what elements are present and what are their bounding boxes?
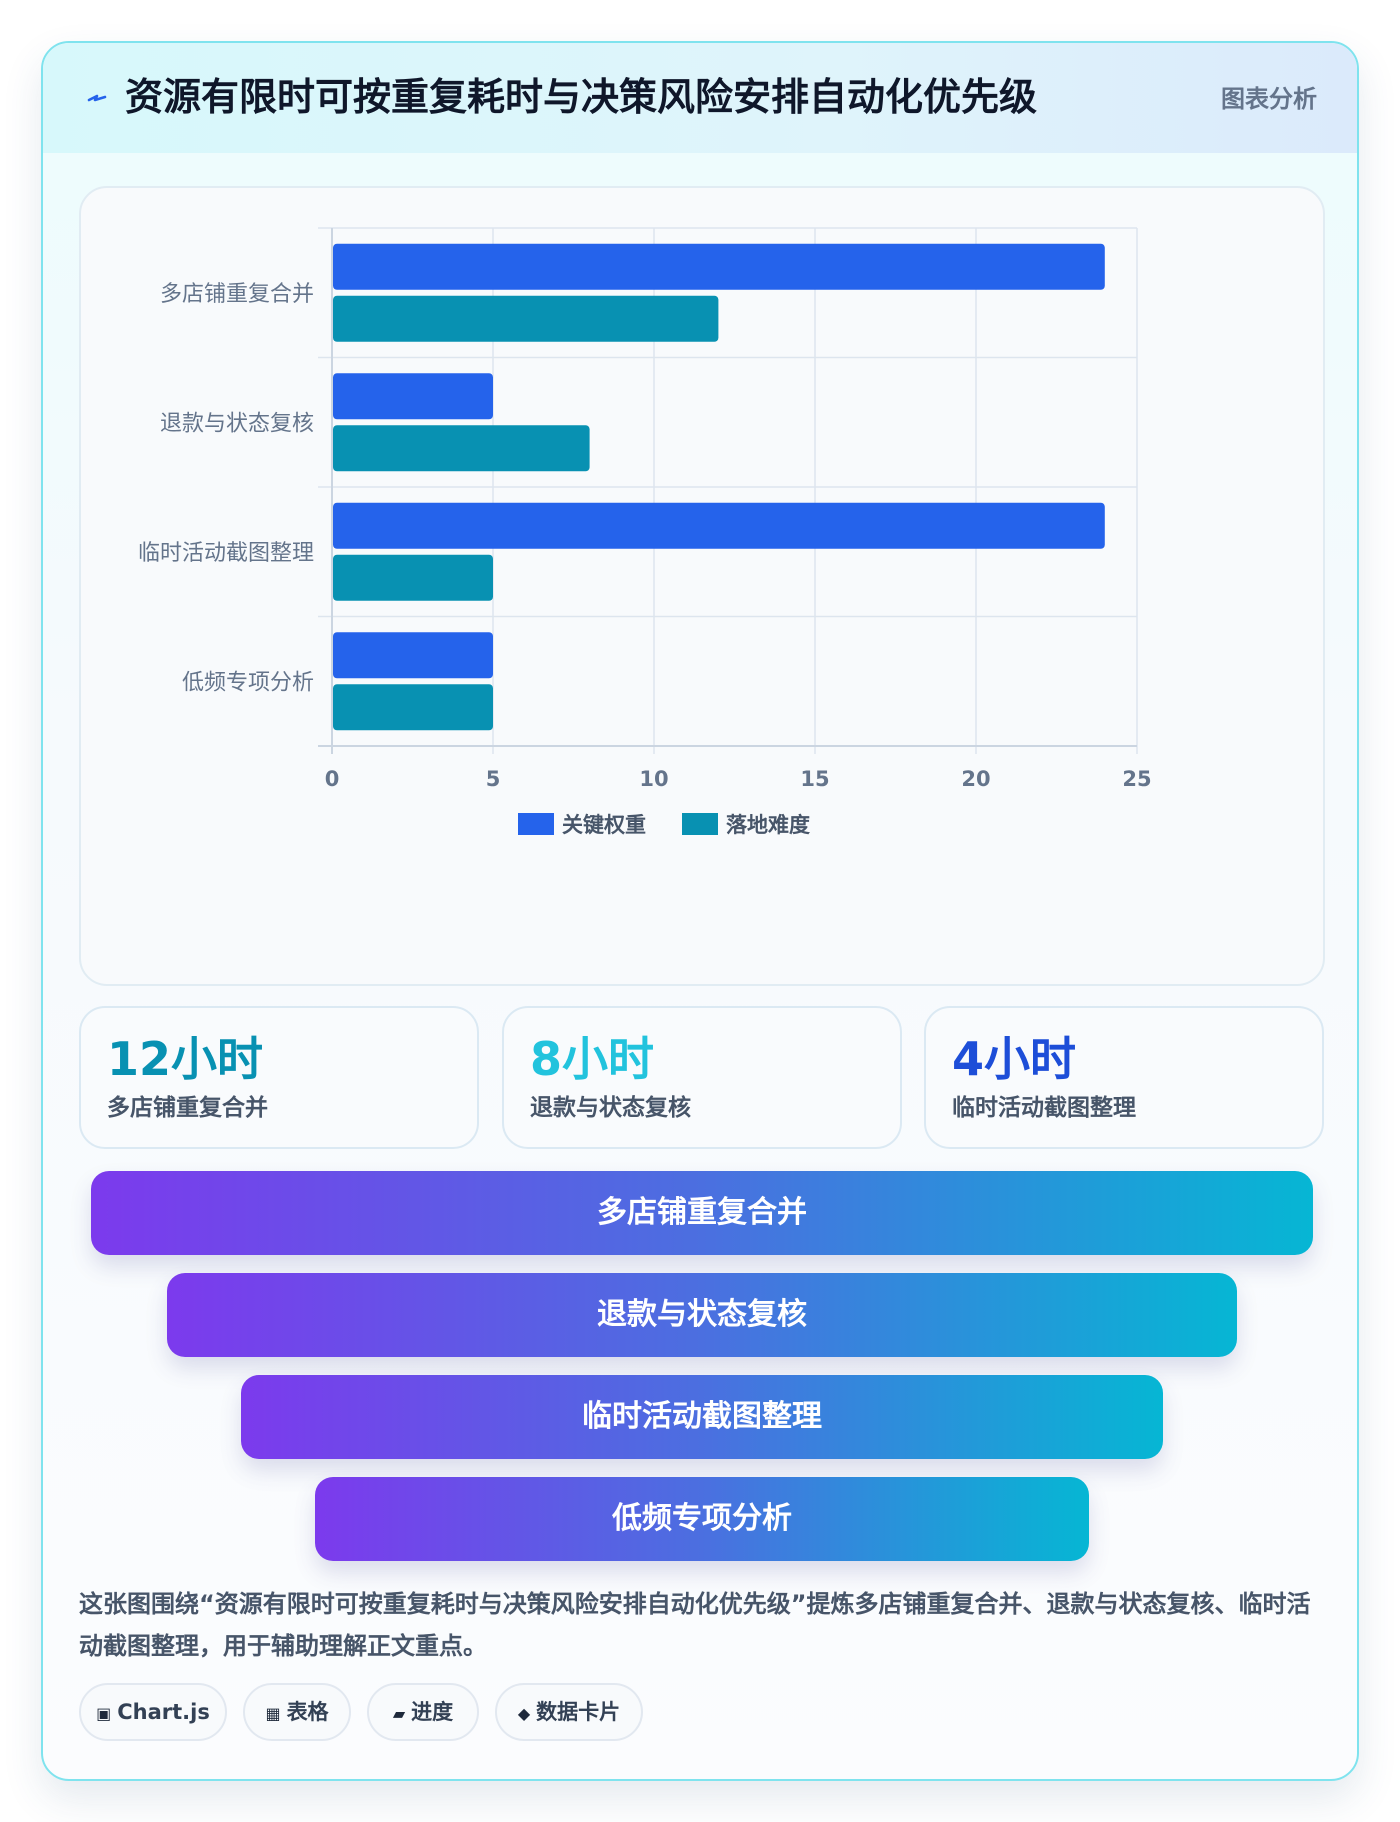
bar	[333, 554, 493, 601]
stat-label: 退款与状态复核	[530, 1095, 691, 1121]
bar	[333, 295, 719, 342]
bar	[333, 425, 590, 472]
diamond-icon: ◆	[517, 1704, 531, 1723]
legend-swatch	[682, 813, 718, 835]
card-header: 资源有限时可按重复耗时与决策风险安排自动化优先级 图表分析	[43, 43, 1357, 153]
stat-value: 4小时	[952, 1032, 1077, 1086]
stat-label: 多店铺重复合并	[107, 1095, 268, 1121]
chip-label: 进度	[411, 1700, 454, 1724]
stat-value: 8小时	[530, 1032, 655, 1086]
x-tick-label: 10	[639, 767, 668, 791]
chip-label: 表格	[286, 1700, 329, 1724]
stat-card: 8小时 退款与状态复核	[502, 1006, 902, 1149]
legend-swatch	[518, 813, 554, 835]
chip-data-card[interactable]: ◆ 数据卡片	[495, 1683, 643, 1741]
stat-card: 4小时 临时活动截图整理	[924, 1006, 1324, 1149]
table-icon: ▦	[265, 1704, 281, 1723]
funnel-step: 退款与状态复核	[167, 1273, 1237, 1357]
chip-progress[interactable]: ▰ 进度	[367, 1683, 479, 1741]
bar	[333, 243, 1105, 290]
stat-value: 12小时	[107, 1032, 264, 1086]
category-label: 低频专项分析	[182, 670, 314, 695]
x-tick-label: 20	[961, 767, 990, 791]
chip-table[interactable]: ▦ 表格	[243, 1683, 351, 1741]
header-tag: 图表分析	[1221, 85, 1317, 113]
chip-label: Chart.js	[117, 1700, 210, 1724]
x-tick-label: 0	[325, 767, 340, 791]
chart-icon: ▣	[96, 1704, 112, 1723]
chip-chartjs[interactable]: ▣ Chart.js	[79, 1683, 227, 1741]
category-label: 临时活动截图整理	[138, 541, 314, 566]
x-tick-label: 25	[1122, 767, 1151, 791]
page-title: 资源有限时可按重复耗时与决策风险安排自动化优先级	[125, 75, 1038, 119]
bar	[333, 684, 493, 731]
x-tick-label: 5	[486, 767, 501, 791]
legend-label: 关键权重	[562, 813, 646, 837]
bar	[333, 502, 1105, 549]
stat-label: 临时活动截图整理	[952, 1095, 1136, 1121]
chart-panel: 多店铺重复合并 退款与状态复核临时活动截图整理低频专项分析 0 5 10 15 20 25 关键…	[79, 186, 1325, 986]
lightning-icon	[87, 94, 107, 102]
main-card: 资源有限时可按重复耗时与决策风险安排自动化优先级 图表分析 多店铺重复合并 退款与…	[41, 41, 1359, 1781]
funnel-step: 低频专项分析	[315, 1477, 1089, 1561]
x-tick-label: 15	[800, 767, 829, 791]
progress-icon: ▰	[392, 1704, 406, 1723]
bar	[333, 373, 493, 420]
chip-label: 数据卡片	[536, 1700, 621, 1724]
category-label: 多店铺重复合并	[160, 282, 314, 307]
funnel-step: 多店铺重复合并	[91, 1171, 1313, 1255]
funnel-step: 临时活动截图整理	[241, 1375, 1163, 1459]
category-label: 退款与状态复核	[160, 411, 314, 436]
legend-label: 落地难度	[726, 813, 810, 837]
bar	[333, 632, 493, 679]
chart-description: 这张图围绕“资源有限时可按重复耗时与决策风险安排自动化优先级”提炼多店铺重复合并…	[79, 1590, 1311, 1660]
stat-card: 12小时 多店铺重复合并	[79, 1006, 479, 1149]
